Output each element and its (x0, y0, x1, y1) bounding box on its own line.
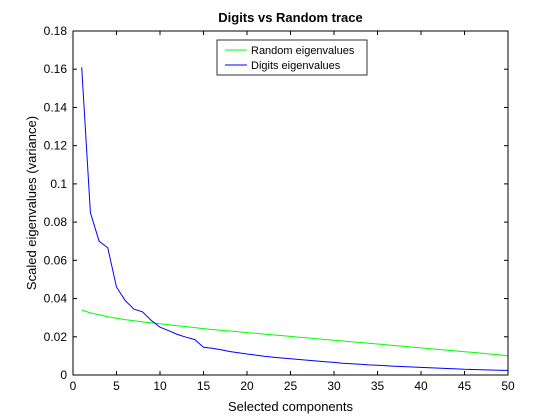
x-tick-label: 25 (284, 379, 298, 393)
y-tick-label: 0.08 (44, 215, 68, 229)
y-tick-label: 0.18 (44, 24, 68, 38)
legend-label-2: Digits eigenvalues (251, 60, 341, 72)
x-tick-label: 5 (113, 379, 120, 393)
legend-box (216, 39, 368, 76)
x-tick-label: 50 (501, 379, 515, 393)
series-line-1 (81, 309, 509, 357)
y-tick-label: 0.04 (44, 292, 68, 306)
x-tick-label: 35 (371, 379, 385, 393)
ticks-layer: 0 5 10 15 20 25 30 35 40 45 50 0 0.02 0.04 0.06 0.08 0.1… (44, 24, 515, 393)
series-line-2 (81, 67, 509, 371)
chart-title: Digits vs Random trace (218, 10, 363, 25)
y-tick-label: 0.02 (44, 330, 68, 344)
x-tick-label: 30 (327, 379, 341, 393)
y-tick-label: 0.06 (44, 253, 68, 267)
x-tick-label: 10 (153, 379, 167, 393)
y-tick-label: 0.14 (44, 100, 68, 114)
y-tick-label: 0.1 (50, 177, 67, 191)
x-tick-label: 45 (458, 379, 472, 393)
x-tick-label: 20 (240, 379, 254, 393)
y-axis-label: Scaled eigenvalues (variance) (24, 116, 39, 290)
x-tick-label: 0 (70, 379, 77, 393)
y-tick-label: 0.16 (44, 62, 68, 76)
plot-frame (72, 30, 509, 376)
x-tick-label: 15 (197, 379, 211, 393)
y-tick-label: 0 (60, 368, 67, 382)
x-axis-label: Selected components (228, 399, 354, 414)
legend-label-1: Random eigenvalues (251, 45, 355, 57)
legend: Random eigenvalues Digits eigenvalues (216, 39, 368, 76)
plot-area (73, 31, 508, 375)
x-tick-label: 40 (414, 379, 428, 393)
y-tick-label: 0.12 (44, 139, 68, 153)
series-layer (81, 67, 509, 371)
